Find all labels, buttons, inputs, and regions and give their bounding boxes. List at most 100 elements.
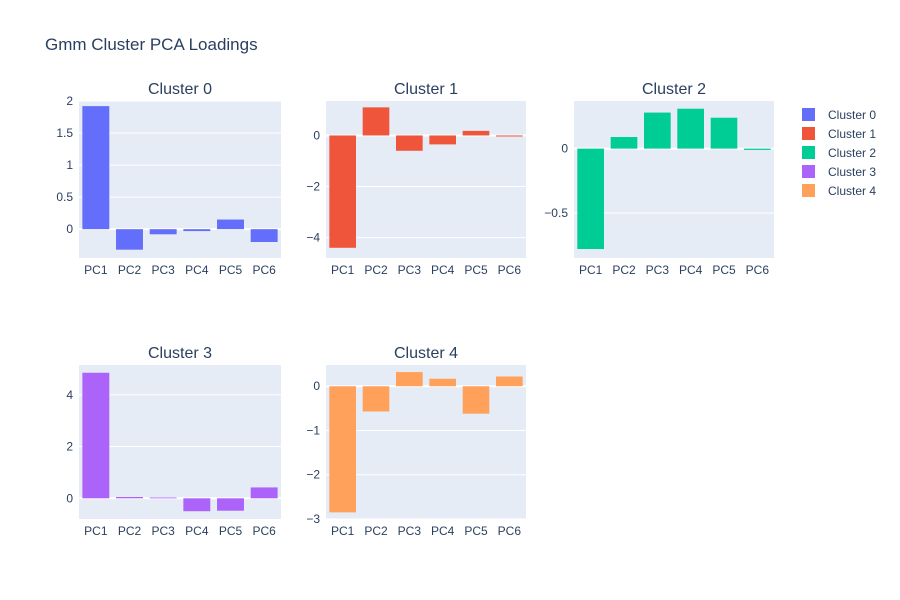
legend[interactable]: Cluster 0 Cluster 1 Cluster 2 Cluster 3 Clus… (802, 108, 876, 198)
x-tick-label: PC3 (151, 263, 175, 277)
bar-pc5[interactable] (462, 130, 490, 136)
x-tick-label: PC4 (185, 263, 209, 277)
bar-pc4[interactable] (429, 378, 456, 387)
legend-swatch (802, 165, 815, 178)
x-tick-label: PC6 (746, 263, 770, 277)
x-tick-label: PC2 (612, 263, 636, 277)
legend-item-cluster-3[interactable]: Cluster 3 (802, 165, 876, 179)
subplot-title: Cluster 1 (394, 81, 458, 98)
legend-label: Cluster 1 (828, 127, 876, 141)
legend-item-cluster-1[interactable]: Cluster 1 (802, 127, 876, 141)
bar-pc5[interactable] (217, 219, 244, 230)
x-tick-label: PC1 (84, 524, 108, 538)
x-tick-label: PC6 (498, 524, 522, 538)
bar-pc6[interactable] (496, 376, 523, 387)
y-tick-label: 0 (561, 142, 568, 156)
bar-pc1[interactable] (329, 386, 356, 513)
x-tick-label: PC1 (331, 524, 355, 538)
bar-pc2[interactable] (116, 497, 143, 499)
legend-swatch (802, 184, 815, 197)
x-tick-label: PC1 (84, 263, 108, 277)
bar-pc3[interactable] (149, 229, 177, 235)
plot-area (326, 101, 526, 258)
bar-pc5[interactable] (217, 498, 244, 511)
bar-pc3[interactable] (149, 497, 177, 499)
x-tick-label: PC2 (364, 263, 388, 277)
bar-pc1[interactable] (82, 372, 110, 499)
x-tick-label: PC2 (364, 524, 388, 538)
bar-pc2[interactable] (610, 137, 638, 149)
x-tick-label: PC6 (498, 263, 522, 277)
subplot-title: Cluster 3 (148, 345, 212, 362)
bar-pc6[interactable] (250, 487, 278, 499)
bar-pc6[interactable] (496, 135, 523, 137)
y-tick-label: 2 (66, 440, 73, 454)
subplot-title: Cluster 2 (642, 81, 706, 98)
bar-pc2[interactable] (362, 386, 390, 412)
y-tick-label: 4 (66, 388, 73, 402)
bar-pc4[interactable] (183, 498, 211, 512)
y-tick-label: 2 (66, 94, 73, 108)
x-tick-label: PC1 (579, 263, 603, 277)
x-tick-label: PC3 (398, 263, 422, 277)
y-tick-label: 0.5 (56, 190, 73, 204)
subplot-cluster-4: −3 −2 −1 0 PC1 PC2 PC3 PC4 PC5 PC6 Cluster 4 (306, 345, 526, 538)
subplot-title: Cluster 0 (148, 81, 212, 98)
y-tick-label: −3 (306, 512, 320, 526)
y-tick-label: 0 (313, 128, 320, 142)
bar-pc6[interactable] (250, 229, 278, 242)
legend-label: Cluster 3 (828, 165, 876, 179)
y-tick-label: 0 (66, 222, 73, 236)
x-tick-label: PC5 (712, 263, 736, 277)
plot-area (326, 365, 526, 519)
bar-pc5[interactable] (710, 117, 738, 149)
y-tick-label: −2 (306, 468, 320, 482)
bar-pc3[interactable] (396, 135, 423, 151)
x-tick-label: PC6 (252, 524, 276, 538)
subplot-cluster-3: 0 2 4 PC1 PC2 PC3 PC4 PC5 PC6 Cluster 3 (66, 345, 281, 538)
plot-area (574, 101, 774, 258)
x-tick-label: PC5 (219, 524, 243, 538)
bar-pc2[interactable] (116, 229, 143, 250)
x-tick-label: PC3 (151, 524, 175, 538)
legend-swatch (802, 127, 815, 140)
plot-area (79, 101, 281, 258)
x-tick-label: PC5 (219, 263, 243, 277)
subplot-cluster-2: −0.5 0 PC1 PC2 PC3 PC4 PC5 PC6 Cluster 2 (544, 81, 774, 277)
legend-label: Cluster 4 (828, 184, 876, 198)
bar-pc3[interactable] (396, 372, 423, 387)
bar-pc1[interactable] (82, 106, 110, 230)
x-tick-label: PC4 (431, 263, 455, 277)
x-tick-label: PC2 (118, 524, 142, 538)
chart-title: Gmm Cluster PCA Loadings (45, 35, 258, 54)
y-tick-label: −2 (306, 180, 320, 194)
bar-pc1[interactable] (329, 135, 356, 248)
legend-swatch (802, 146, 815, 159)
x-tick-label: PC3 (398, 524, 422, 538)
subplot-cluster-1: −4 −2 0 PC1 PC2 PC3 PC4 PC5 PC6 Cluster 1 (306, 81, 526, 277)
subplot-title: Cluster 4 (394, 345, 458, 362)
legend-item-cluster-4[interactable]: Cluster 4 (802, 184, 876, 198)
bar-pc4[interactable] (183, 229, 211, 232)
bar-pc4[interactable] (429, 135, 456, 145)
x-tick-label: PC5 (464, 524, 488, 538)
y-tick-label: 1.5 (56, 126, 73, 140)
y-tick-label: −4 (306, 231, 320, 245)
legend-swatch (802, 108, 815, 121)
legend-item-cluster-2[interactable]: Cluster 2 (802, 146, 876, 160)
legend-label: Cluster 0 (828, 108, 876, 122)
x-tick-label: PC4 (431, 524, 455, 538)
y-tick-label: −1 (306, 423, 320, 437)
x-tick-label: PC5 (464, 263, 488, 277)
bar-pc6[interactable] (744, 148, 771, 150)
x-tick-label: PC4 (185, 524, 209, 538)
bar-pc2[interactable] (362, 107, 390, 136)
bar-pc5[interactable] (462, 386, 490, 414)
y-tick-label: 0 (313, 379, 320, 393)
bar-pc1[interactable] (577, 148, 604, 249)
legend-item-cluster-0[interactable]: Cluster 0 (802, 108, 876, 122)
bar-pc4[interactable] (677, 108, 704, 149)
x-tick-label: PC3 (646, 263, 670, 277)
bar-pc3[interactable] (644, 112, 671, 149)
